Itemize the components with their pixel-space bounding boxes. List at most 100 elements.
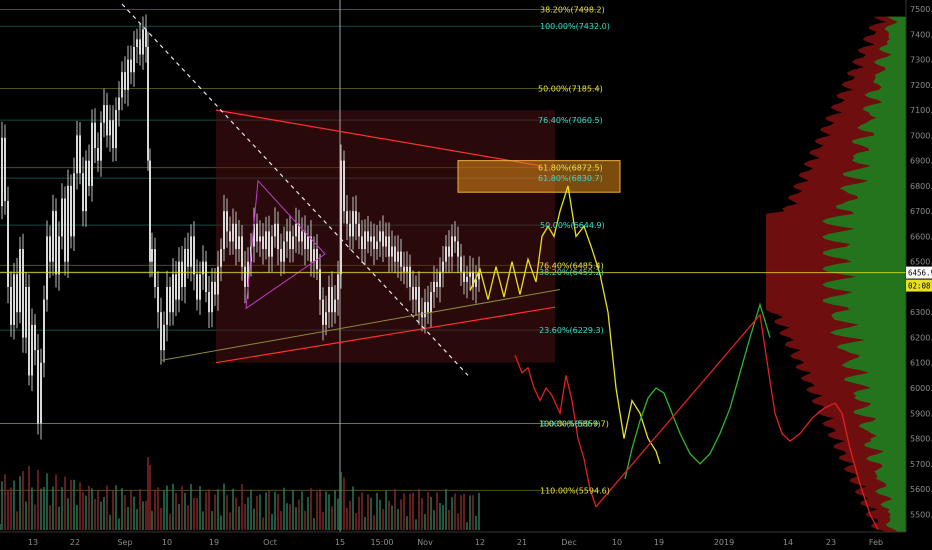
volume-bar [355, 513, 357, 530]
candle-body [358, 223, 360, 237]
candle-body [103, 105, 105, 123]
candle-body [379, 231, 381, 242]
candle-body [475, 279, 477, 287]
fib-label-1: 100.00%(7432.0) [540, 22, 610, 31]
candle-body [79, 135, 81, 174]
candle-body [286, 231, 288, 242]
volume-bar [220, 515, 222, 530]
candle-body [340, 160, 342, 275]
volume-bar [37, 469, 39, 530]
time-tick-label: 15 [335, 538, 345, 547]
volume-bar [1, 481, 3, 530]
candle-body [253, 223, 255, 247]
volume-bar [55, 474, 57, 530]
candle-body [289, 231, 291, 250]
volume-bar [4, 474, 6, 530]
volume-bar [139, 489, 141, 530]
volume-bar [445, 489, 447, 530]
volume-bar [193, 497, 195, 530]
candle-body [406, 266, 408, 272]
candle-body [205, 261, 207, 292]
current-price-value: 6456.9 [908, 269, 932, 278]
candle-body [16, 274, 18, 313]
volume-bar [304, 510, 306, 530]
volume-bar [22, 471, 24, 530]
candle-body [115, 110, 117, 148]
price-tick-label: 6600.0 [910, 232, 932, 241]
purple-triangle [245, 179, 326, 310]
volume-bar [370, 497, 372, 530]
volume-bar [376, 492, 378, 530]
candle-body [322, 299, 324, 325]
volume-bar [442, 505, 444, 530]
candle-body [193, 236, 195, 275]
volume-bar [280, 511, 282, 530]
volume-bar [142, 501, 144, 530]
volume-bar [388, 500, 390, 530]
volume-bar [259, 494, 261, 530]
time-tick-label: 14 [783, 538, 793, 547]
candle-body [37, 350, 39, 424]
volume-bar [199, 486, 201, 530]
candle-body [400, 251, 402, 267]
volume-bar [163, 490, 165, 530]
volume-bar [217, 489, 219, 530]
candle-body [364, 231, 366, 250]
price-tick-label: 7200.0 [910, 81, 932, 90]
volume-bar [256, 495, 258, 530]
volume-bar [124, 495, 126, 530]
candle-body [259, 236, 261, 242]
candle-body [151, 249, 153, 262]
volume-bar [238, 506, 240, 530]
price-tick-label: 7300.0 [910, 56, 932, 65]
candle-body [64, 198, 66, 262]
volume-bar [226, 495, 228, 530]
candle-body [235, 223, 237, 250]
fib-label-8: 38.20%(6459.2) [539, 268, 604, 277]
candle-body [265, 231, 267, 250]
time-axis[interactable]: 13 22 Sep 10 19 Oct 15 15:00 Nov 12 21 Dec 10 19 2019 1… [0, 531, 906, 547]
candle-body [55, 211, 57, 275]
candle-body [412, 286, 414, 300]
candle-body [418, 286, 420, 313]
candle-body [34, 324, 36, 351]
volume-bar [385, 490, 387, 530]
candle-body [157, 286, 159, 313]
volume-bar [13, 480, 15, 530]
time-tick-label: 15:00 [370, 538, 393, 547]
volume-bar [460, 495, 462, 530]
volume-bar [277, 493, 279, 530]
candle-body [214, 281, 216, 295]
volume-bar [373, 515, 375, 530]
candle-body [73, 173, 75, 237]
candle-body [451, 236, 453, 257]
candle-body [376, 241, 378, 250]
volume-bar [61, 487, 63, 530]
candle-body [337, 274, 339, 300]
candle-body [130, 59, 132, 73]
candle-body [208, 292, 210, 313]
candle-body [28, 286, 30, 376]
candle-body [178, 261, 180, 300]
volume-bar [253, 508, 255, 530]
volume-bar [418, 489, 420, 530]
price-tick-label: 5500.0 [910, 510, 932, 519]
time-tick-label: 23 [826, 538, 836, 547]
volume-bar [448, 509, 450, 530]
volume-bar [49, 505, 51, 530]
candle-body [136, 39, 138, 47]
volume-bar [463, 493, 465, 530]
volume-bar [118, 518, 120, 530]
price-tick-label: 7100.0 [910, 106, 932, 115]
price-tick-label: 6800.0 [910, 182, 932, 191]
volume-bar [82, 492, 84, 530]
volume-profile [766, 16, 906, 533]
candle-body [127, 59, 129, 90]
candle-body [7, 201, 9, 287]
volume-bar [349, 500, 351, 530]
volume-bar [289, 504, 291, 530]
volume-bar [31, 487, 33, 530]
candle-body [211, 281, 213, 313]
candle-body [238, 236, 240, 250]
